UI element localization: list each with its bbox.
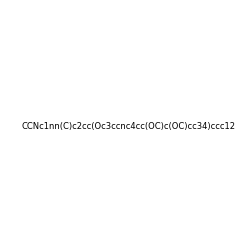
Text: CCNc1nn(C)c2cc(Oc3ccnc4cc(OC)c(OC)cc34)ccc12: CCNc1nn(C)c2cc(Oc3ccnc4cc(OC)c(OC)cc34)c… bbox=[21, 122, 235, 131]
